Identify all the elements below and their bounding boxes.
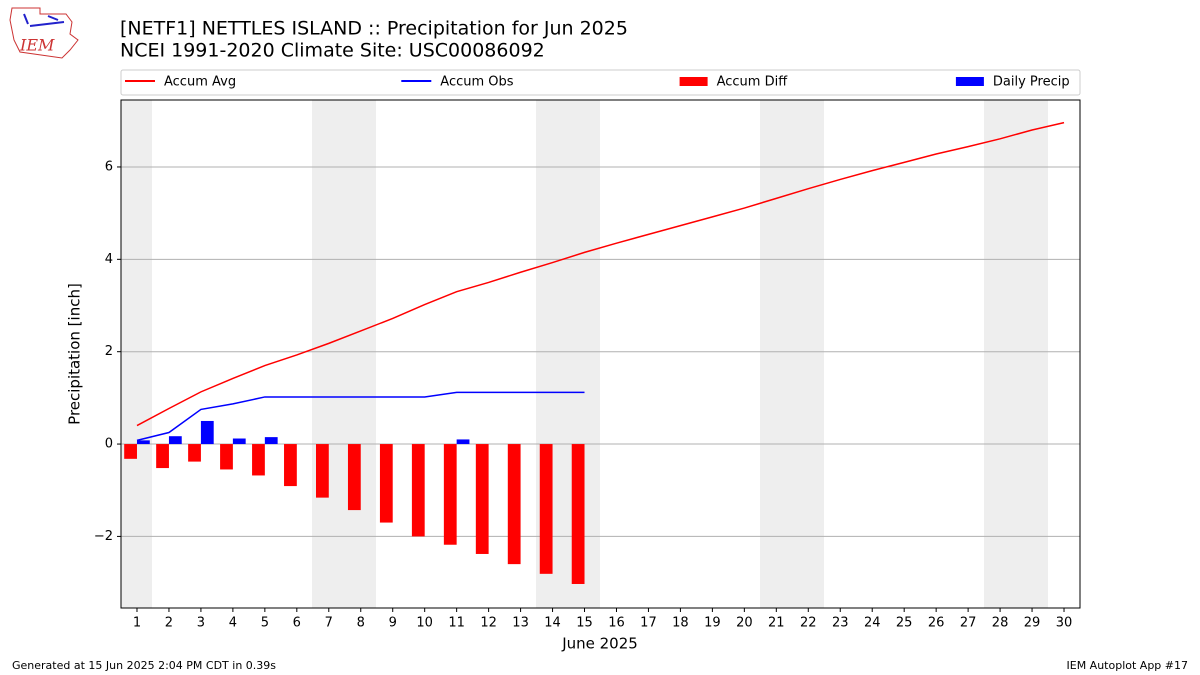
- line: [136, 121, 1065, 427]
- x-tick-label: 24: [864, 616, 881, 631]
- bar: [443, 444, 457, 545]
- x-tick-label: 21: [768, 616, 785, 631]
- bar: [168, 436, 182, 445]
- bar: [264, 437, 278, 445]
- x-tick-label: 16: [608, 616, 625, 631]
- line: [136, 391, 585, 442]
- bar: [475, 444, 489, 554]
- bar: [136, 440, 150, 445]
- bar: [156, 444, 169, 469]
- x-tick-label: 26: [928, 616, 945, 631]
- x-tick-label: 13: [512, 616, 529, 631]
- legend-label: Accum Diff: [717, 75, 789, 90]
- bar: [539, 444, 553, 574]
- legend-label: Daily Precip: [993, 75, 1070, 90]
- bar: [188, 444, 201, 462]
- x-axis-label: June 2025: [561, 635, 638, 653]
- x-tick-label: 22: [800, 616, 817, 631]
- plot: [121, 121, 1080, 584]
- logo-text: IEM: [19, 36, 55, 55]
- footer-left: Generated at 15 Jun 2025 2:04 PM CDT in …: [12, 659, 276, 672]
- weekend-band: [312, 100, 376, 608]
- bar: [252, 444, 265, 476]
- legend-label: Accum Avg: [164, 75, 236, 90]
- bar: [571, 444, 585, 584]
- x-tick-label: 10: [416, 616, 433, 631]
- plot-frame: [120, 99, 1081, 609]
- x-tick-label: 3: [197, 616, 205, 631]
- weekend-band: [760, 100, 824, 608]
- chart-subtitle: NCEI 1991-2020 Climate Site: USC00086092: [120, 40, 545, 62]
- x-tick-label: 14: [544, 616, 561, 631]
- y-tick-label: 4: [105, 252, 113, 267]
- x-tick-label: 4: [229, 616, 237, 631]
- y-tick-label: 2: [105, 344, 113, 359]
- logo: IEM: [9, 7, 79, 59]
- x-tick-label: 8: [357, 616, 365, 631]
- bar: [347, 444, 361, 511]
- legend-swatch: [955, 77, 984, 86]
- x-tick-label: 20: [736, 616, 753, 631]
- x-tick-label: 5: [261, 616, 269, 631]
- bar: [379, 444, 393, 523]
- x-tick-label: 11: [448, 616, 465, 631]
- bar: [232, 438, 246, 445]
- bar: [315, 444, 329, 498]
- y-tick-label: 0: [105, 437, 113, 452]
- y-axis-label: Precipitation [inch]: [66, 283, 84, 425]
- bar: [200, 420, 214, 445]
- x-tick-label: 7: [325, 616, 333, 631]
- bar: [411, 444, 425, 537]
- x-tick-label: 2: [165, 616, 173, 631]
- weekend-band: [984, 100, 1048, 608]
- weekend-band: [121, 100, 152, 608]
- x-tick-label: 17: [640, 616, 657, 631]
- x-tick-label: 12: [480, 616, 497, 631]
- x-tick-label: 30: [1056, 616, 1073, 631]
- y-tick-label: −2: [94, 529, 113, 544]
- x-tick-label: 19: [704, 616, 721, 631]
- legend-swatch: [679, 77, 708, 86]
- bar: [220, 444, 233, 470]
- x-tick-label: 27: [960, 616, 977, 631]
- x-tick-label: 1: [133, 616, 141, 631]
- legend-label: Accum Obs: [440, 75, 513, 90]
- footer-right: IEM Autoplot App #17: [1067, 659, 1189, 672]
- x-tick-label: 29: [1024, 616, 1041, 631]
- x-tick-label: 25: [896, 616, 913, 631]
- logo-mark: [23, 13, 65, 27]
- x-tick-label: 15: [576, 616, 593, 631]
- chart-title: [NETF1] NETTLES ISLAND :: Precipitation …: [120, 18, 628, 40]
- x-tick-label: 9: [389, 616, 397, 631]
- legend: [120, 69, 1081, 96]
- bar: [124, 444, 137, 459]
- bar: [507, 444, 521, 565]
- x-tick-label: 6: [293, 616, 301, 631]
- y-tick-label: 6: [105, 159, 113, 174]
- x-tick-label: 18: [672, 616, 689, 631]
- bar: [456, 439, 470, 445]
- bar: [284, 444, 297, 487]
- x-tick-label: 28: [992, 616, 1009, 631]
- x-tick-label: 23: [832, 616, 849, 631]
